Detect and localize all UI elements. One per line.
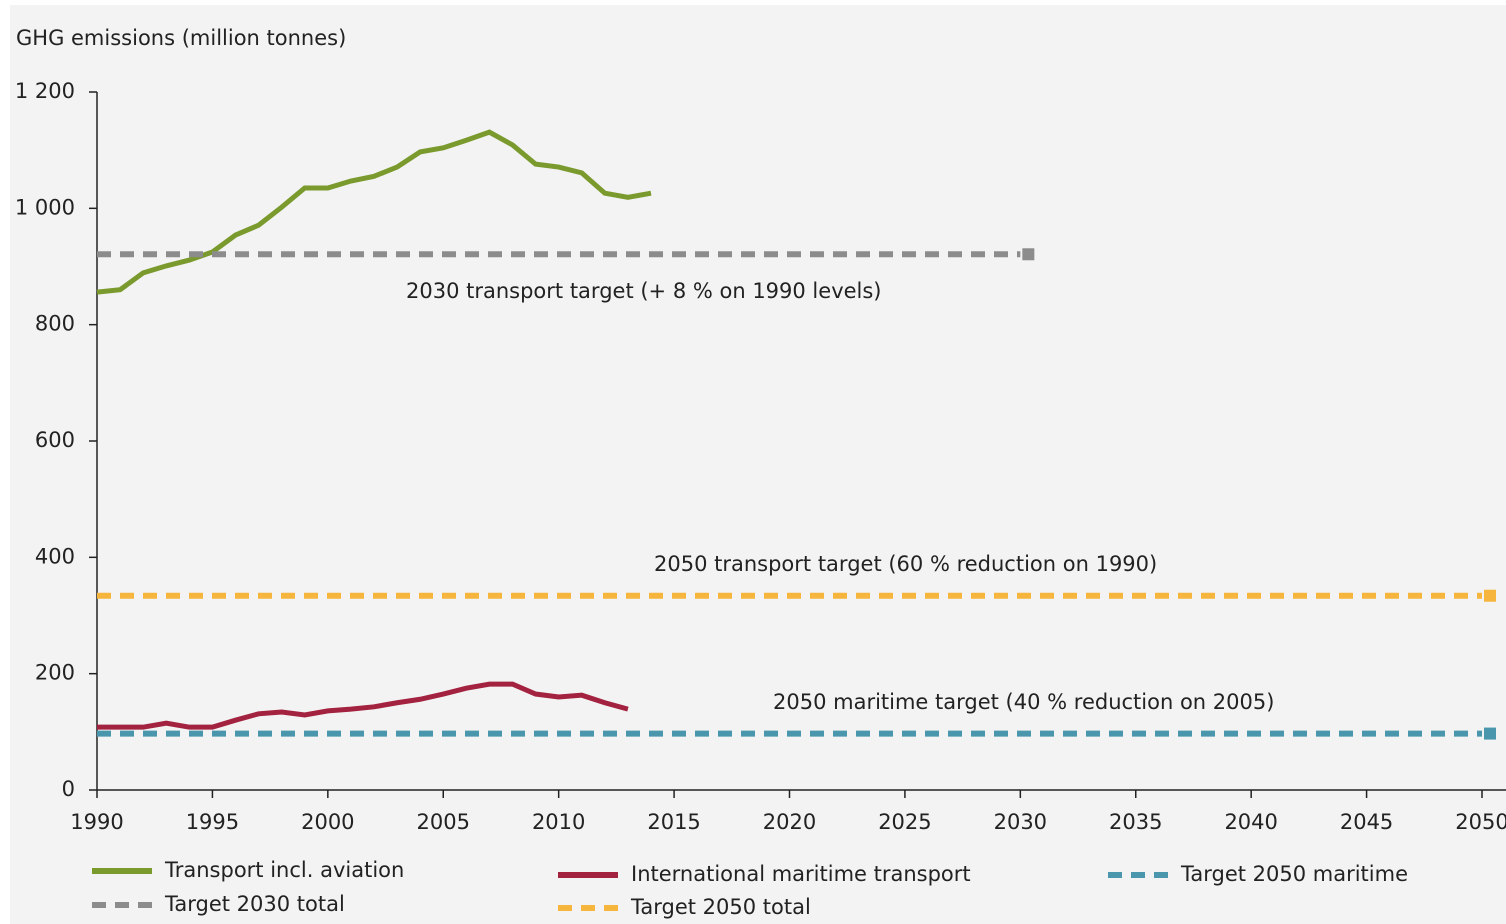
annotation: 2030 transport target (+ 8 % on 1990 lev… bbox=[406, 279, 882, 303]
x-tick-label: 2045 bbox=[1340, 810, 1393, 834]
x-tick-label: 2030 bbox=[994, 810, 1047, 834]
x-tick-label: 2020 bbox=[763, 810, 816, 834]
legend-label: Target 2030 total bbox=[164, 892, 345, 916]
data-line bbox=[97, 681, 629, 730]
y-tick-label: 400 bbox=[35, 544, 75, 568]
data-line bbox=[96, 129, 652, 295]
y-tick-label: 0 bbox=[62, 777, 75, 801]
x-tick-label: 1990 bbox=[70, 810, 123, 834]
x-tick-label: 2050 bbox=[1455, 810, 1506, 834]
annotation: 2050 transport target (60 % reduction on… bbox=[654, 552, 1157, 576]
y-tick-label: 600 bbox=[35, 428, 75, 452]
target-end-marker bbox=[1484, 589, 1496, 602]
legend-label: Target 2050 maritime bbox=[1180, 862, 1408, 886]
target-end-marker bbox=[1484, 727, 1496, 740]
x-tick-label: 2025 bbox=[878, 810, 931, 834]
x-tick-label: 2005 bbox=[417, 810, 470, 834]
y-tick-label: 1 000 bbox=[15, 195, 75, 219]
x-tick-label: 2040 bbox=[1224, 810, 1277, 834]
target-end-marker bbox=[1022, 248, 1035, 261]
x-tick-label: 2015 bbox=[647, 810, 700, 834]
x-tick-label: 2010 bbox=[532, 810, 585, 834]
annotation: 2050 maritime target (40 % reduction on … bbox=[773, 690, 1274, 714]
legend-label: International maritime transport bbox=[631, 862, 971, 886]
plot-background bbox=[10, 5, 1506, 924]
x-tick-label: 1995 bbox=[186, 810, 239, 834]
legend-label: Transport incl. aviation bbox=[164, 858, 404, 882]
y-axis-label: GHG emissions (million tonnes) bbox=[16, 26, 346, 50]
x-tick-label: 2035 bbox=[1109, 810, 1162, 834]
y-tick-label: 800 bbox=[35, 312, 75, 336]
legend-label: Target 2050 total bbox=[630, 895, 811, 919]
x-tick-label: 2000 bbox=[301, 810, 354, 834]
y-tick-label: 200 bbox=[35, 661, 75, 685]
y-tick-label: 1 200 bbox=[15, 79, 75, 103]
